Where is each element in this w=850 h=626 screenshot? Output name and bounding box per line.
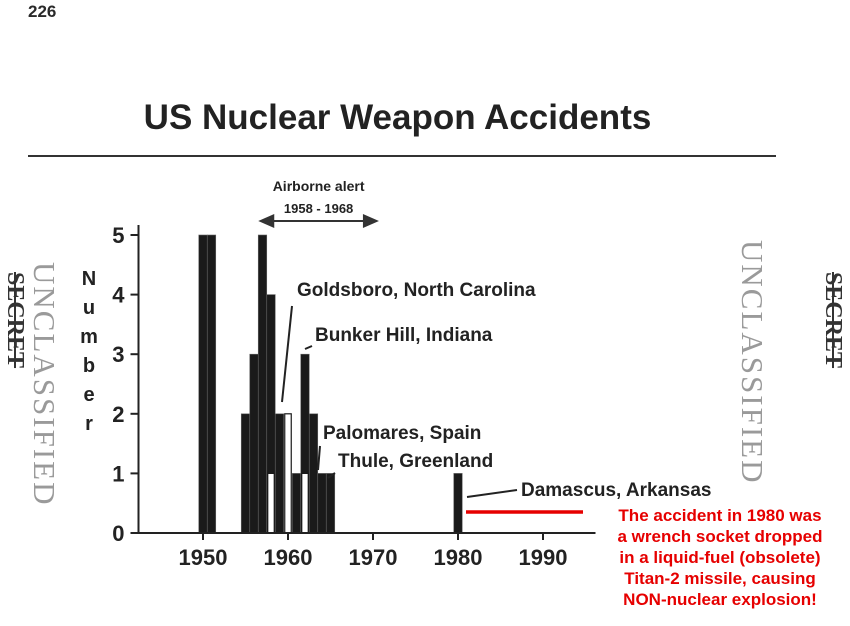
bars	[198, 234, 463, 534]
bar	[198, 234, 208, 534]
annotation-label: Damascus, Arkansas	[521, 480, 711, 501]
bar-overlay	[301, 472, 309, 534]
x-tick-label: 1960	[264, 545, 313, 570]
bar	[308, 413, 319, 534]
bar	[291, 473, 302, 534]
period-years-label: 1958 - 1968	[284, 201, 353, 216]
title-rule	[28, 155, 776, 157]
y-axis-label-char: b	[82, 355, 96, 377]
annotation-pointer	[281, 305, 293, 403]
y-tick-label: 5	[112, 223, 124, 248]
note-line: Titan-2 missile, causing	[624, 569, 816, 588]
y-axis-label-char: r	[85, 413, 93, 435]
y-tick-label: 3	[112, 342, 124, 367]
annotation-label: Goldsboro, North Carolina	[297, 280, 536, 301]
y-tick-label: 1	[112, 461, 124, 486]
y-axis-label-char: e	[83, 384, 95, 406]
y-axis-label-char: m	[80, 326, 98, 348]
x-tick-label: 1980	[434, 545, 483, 570]
bar	[257, 234, 268, 534]
bar	[317, 473, 327, 534]
y-axis-label-char: N	[81, 268, 97, 290]
axes: 0 1 2 3 4 5 1950 1960 1970 1980 1990	[112, 223, 596, 570]
bar	[453, 473, 463, 534]
x-tick-label: 1990	[519, 545, 568, 570]
x-tick-label: 1970	[349, 545, 398, 570]
y-tick-label: 2	[112, 402, 124, 427]
annotation-pointer	[327, 472, 336, 479]
annotation-label: Palomares, Spain	[323, 423, 481, 444]
period-arrow-right	[362, 214, 379, 228]
note-line: a wrench socket dropped	[617, 527, 823, 546]
annotation-pointer	[317, 445, 321, 471]
annotation-label: Bunker Hill, Indiana	[315, 325, 493, 346]
bar	[240, 413, 251, 534]
y-tick-label: 0	[112, 521, 124, 546]
bar	[325, 473, 336, 534]
bar	[274, 413, 285, 534]
annotations: Goldsboro, North Carolina Bunker Hill, In…	[281, 280, 711, 514]
red-note: The accident in 1980 was a wrench socket…	[591, 505, 849, 610]
period-arrow-left	[258, 214, 275, 228]
chart-title: US Nuclear Weapon Accidents	[143, 98, 652, 137]
period-label: Airborne alert	[273, 178, 365, 194]
annotation-pointer	[304, 345, 313, 350]
bar-overlay	[267, 472, 275, 534]
bar	[206, 234, 217, 534]
note-line: NON-nuclear explosion!	[623, 590, 817, 609]
note-line: in a liquid-fuel (obsolete)	[619, 548, 821, 567]
annotation-label: Thule, Greenland	[338, 451, 493, 472]
annotation-pointer	[466, 489, 518, 498]
y-axis-label-char: u	[82, 297, 96, 319]
page-number: 226	[28, 2, 57, 21]
bar	[249, 353, 259, 534]
airborne-alert-period: Airborne alert 1958 - 1968	[258, 178, 379, 228]
x-tick-label: 1950	[179, 545, 228, 570]
y-tick-label: 4	[112, 283, 125, 308]
bar-overlay	[284, 413, 292, 534]
note-line: The accident in 1980 was	[618, 506, 822, 525]
